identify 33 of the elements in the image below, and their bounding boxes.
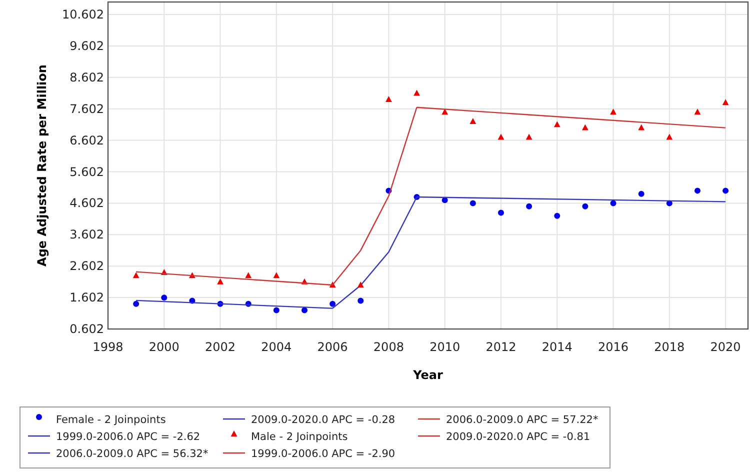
y-axis-title: Age Adjusted Rate per Million bbox=[35, 64, 49, 266]
y-tick-label: 1.602 bbox=[70, 290, 104, 305]
x-axis-title: Year bbox=[412, 368, 443, 382]
x-tick-label: 2002 bbox=[205, 340, 236, 354]
x-tick-label: 2010 bbox=[430, 340, 460, 354]
x-tick-label: 2012 bbox=[486, 340, 516, 354]
x-tick-label: 2018 bbox=[654, 340, 685, 354]
x-tick-label: 2000 bbox=[148, 340, 180, 354]
x-tick-label: 2016 bbox=[598, 340, 629, 354]
y-tick-label: 9.602 bbox=[70, 38, 104, 53]
legend-label: 2009.0-2020.0 APC = -0.28 bbox=[251, 414, 396, 426]
legend-label: Female - 2 Joinpoints bbox=[56, 414, 166, 426]
x-tick-label: 2014 bbox=[542, 340, 572, 354]
y-tick-label: 5.602 bbox=[70, 164, 104, 179]
y-tick-label: 7.602 bbox=[70, 102, 104, 116]
x-tick-label: 2008 bbox=[373, 340, 404, 354]
x-tick-label: 2004 bbox=[261, 340, 292, 354]
x-tick-label: 1998 bbox=[92, 340, 124, 354]
x-tick-label: 2006 bbox=[317, 340, 348, 354]
legend-label: 1999.0-2006.0 APC = -2.90 bbox=[251, 448, 396, 460]
y-tick-label: 6.602 bbox=[70, 133, 104, 148]
y-tick-label: 0.602 bbox=[70, 322, 104, 336]
y-tick-label: 4.602 bbox=[70, 196, 104, 210]
legend-label: 2006.0-2009.0 APC = 56.32* bbox=[56, 448, 208, 460]
legend-label: 2009.0-2020.0 APC = -0.81 bbox=[446, 431, 590, 443]
x-tick-label: 2020 bbox=[710, 340, 741, 354]
legend-label: Male - 2 Joinpoints bbox=[251, 431, 348, 443]
legend-label: 1999.0-2006.0 APC = -2.62 bbox=[56, 431, 200, 443]
y-tick-label: 8.602 bbox=[70, 70, 104, 84]
y-tick-label: 10.602 bbox=[62, 8, 104, 22]
legend-label: 2006.0-2009.0 APC = 57.22* bbox=[446, 414, 598, 426]
y-tick-label: 3.602 bbox=[70, 228, 104, 242]
y-tick-label: 2.602 bbox=[70, 259, 104, 274]
